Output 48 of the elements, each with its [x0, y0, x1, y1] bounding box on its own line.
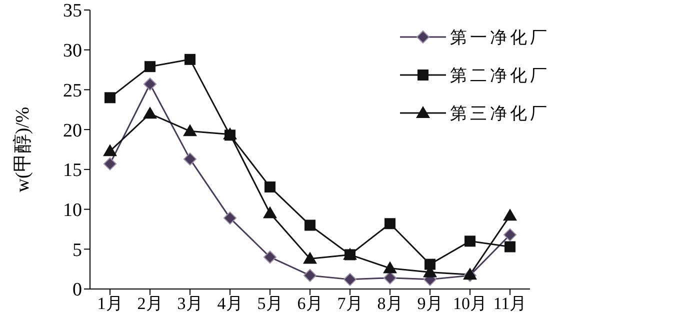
- point: [224, 212, 236, 225]
- y-tick-label: 10: [63, 200, 82, 222]
- point: [184, 54, 196, 65]
- y-tick-label: 20: [63, 120, 82, 142]
- point: [104, 92, 116, 104]
- legend-label: 第二净化厂: [450, 64, 550, 86]
- x-tick-label: 5月: [257, 294, 283, 314]
- point: [504, 228, 516, 242]
- point: [184, 152, 196, 166]
- point: [144, 78, 156, 91]
- point: [143, 106, 157, 119]
- legend-label: 第三净化厂: [450, 102, 550, 124]
- point: [304, 268, 316, 282]
- point: [384, 271, 396, 284]
- x-tick-label: 3月: [177, 294, 203, 314]
- point: [263, 206, 277, 218]
- point: [264, 250, 276, 264]
- point: [144, 61, 156, 72]
- x-tick-label: 10月: [453, 294, 487, 314]
- point: [503, 208, 517, 221]
- x-tick-label: 8月: [377, 294, 403, 314]
- point: [303, 252, 317, 264]
- x-tick-label: 4月: [217, 294, 243, 314]
- y-tick-label: 30: [63, 40, 82, 62]
- y-tick-label: 35: [63, 0, 82, 22]
- point: [223, 127, 237, 140]
- point: [384, 218, 396, 230]
- point: [264, 181, 276, 192]
- y-tick-label: 0: [72, 280, 82, 301]
- x-tick-label: 11月: [493, 294, 527, 314]
- point: [183, 124, 197, 136]
- x-tick-label: 6月: [297, 294, 323, 314]
- point: [504, 241, 516, 252]
- y-tick-label: 5: [72, 240, 82, 261]
- y-axis-title: w(甲醇)/%: [12, 106, 34, 192]
- point: [383, 261, 397, 274]
- x-tick-label: 1月: [97, 294, 123, 314]
- x-tick-label: 9月: [417, 294, 443, 314]
- x-tick-label: 7月: [337, 294, 363, 314]
- point: [104, 157, 116, 170]
- y-tick-label: 15: [63, 160, 82, 182]
- point: [344, 272, 356, 286]
- point: [304, 220, 316, 231]
- legend-label: 第一净化厂: [450, 26, 550, 48]
- y-tick-label: 25: [63, 80, 82, 102]
- point: [103, 144, 117, 156]
- point: [464, 236, 476, 247]
- x-tick-label: 2月: [137, 294, 163, 314]
